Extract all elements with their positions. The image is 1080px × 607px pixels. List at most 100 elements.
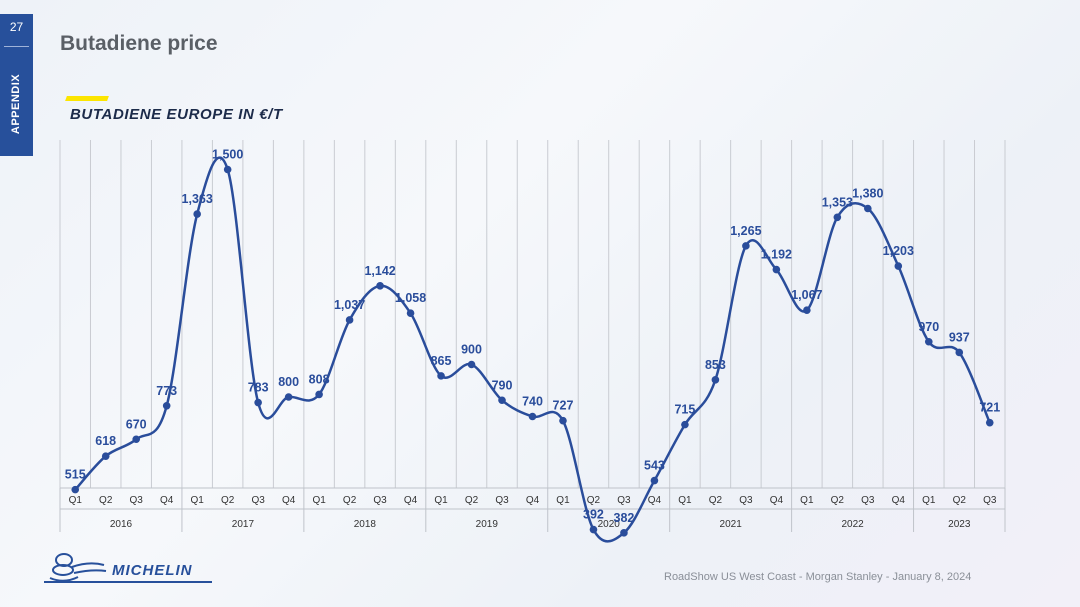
data-label: 392 (583, 508, 604, 522)
data-point (437, 372, 445, 380)
data-point (223, 165, 232, 174)
data-label: 937 (949, 330, 970, 344)
data-point (559, 416, 567, 425)
data-label: 670 (126, 417, 147, 431)
data-label: 715 (674, 403, 695, 417)
data-point (254, 398, 262, 407)
data-point (894, 262, 903, 270)
data-label: 790 (492, 378, 513, 392)
x-tick-label: Q2 (587, 495, 601, 506)
data-label: 783 (248, 381, 269, 395)
x-tick-label: Q2 (709, 495, 723, 506)
data-label: 740 (522, 395, 543, 409)
data-label: 1,265 (730, 224, 761, 238)
data-label: 853 (705, 358, 726, 372)
data-label: 1,192 (761, 248, 792, 262)
x-tick-label: Q3 (739, 495, 753, 506)
data-label: 1,363 (182, 192, 213, 206)
x-tick-label: Q1 (800, 495, 814, 506)
data-point (101, 452, 110, 460)
data-point (284, 393, 293, 401)
data-point (467, 360, 476, 369)
data-point (864, 204, 872, 213)
data-label: 1,058 (395, 291, 426, 305)
data-label: 515 (65, 468, 86, 482)
data-label: 1,142 (364, 264, 395, 278)
data-label: 1,500 (212, 148, 243, 162)
x-tick-label: Q2 (953, 495, 967, 506)
year-label: 2020 (598, 519, 621, 530)
x-tick-label: Q4 (526, 495, 540, 506)
x-tick-label: Q3 (251, 495, 265, 506)
x-tick-label: Q4 (648, 495, 662, 506)
x-tick-label: Q1 (312, 495, 326, 506)
x-tick-label: Q3 (617, 495, 631, 506)
x-tick-label: Q2 (221, 495, 235, 506)
data-point (650, 476, 659, 485)
year-label: 2016 (110, 519, 133, 530)
x-tick-label: Q1 (69, 495, 83, 506)
data-point (985, 418, 994, 427)
data-label: 1,203 (883, 244, 914, 258)
year-label: 2018 (354, 519, 377, 530)
data-label: 970 (918, 320, 939, 334)
data-point (620, 529, 628, 537)
data-label: 1,353 (822, 195, 853, 209)
data-point (71, 485, 80, 494)
data-point (589, 525, 598, 534)
data-label: 382 (614, 511, 635, 525)
x-tick-label: Q2 (831, 495, 845, 506)
brand-wordmark: MICHELIN (112, 562, 193, 579)
data-label: 618 (95, 434, 116, 448)
x-tick-label: Q3 (495, 495, 509, 506)
data-label: 773 (156, 384, 177, 398)
x-tick-label: Q4 (770, 495, 784, 506)
x-tick-label: Q4 (404, 495, 418, 506)
data-label: 721 (979, 401, 1000, 415)
data-point (406, 309, 415, 317)
data-point (162, 401, 171, 410)
data-point (132, 435, 141, 444)
x-tick-label: Q2 (465, 495, 479, 506)
data-point (681, 420, 689, 429)
x-tick-label: Q3 (130, 495, 144, 506)
series-line (74, 156, 991, 543)
x-tick-label: Q4 (282, 495, 296, 506)
data-point (772, 265, 781, 274)
data-point (833, 213, 842, 222)
x-tick-label: Q3 (373, 495, 387, 506)
data-point (345, 316, 354, 324)
data-point (193, 210, 201, 218)
data-label: 808 (309, 372, 330, 386)
data-label: 865 (431, 354, 452, 368)
tab-divider (4, 46, 29, 47)
year-label: 2021 (720, 519, 743, 530)
x-tick-label: Q3 (861, 495, 875, 506)
x-tick-label: Q1 (556, 495, 570, 506)
x-tick-label: Q2 (99, 495, 113, 506)
data-point (924, 337, 933, 346)
data-label: 1,067 (791, 288, 822, 302)
data-point (498, 396, 506, 405)
data-label: 1,037 (334, 298, 365, 312)
x-tick-label: Q3 (983, 495, 997, 506)
data-point (742, 242, 750, 250)
x-tick-label: Q1 (434, 495, 448, 506)
data-point (528, 412, 537, 421)
data-point (376, 282, 384, 290)
year-label: 2019 (476, 519, 499, 530)
data-label: 1,380 (852, 187, 883, 201)
x-tick-label: Q2 (343, 495, 357, 506)
data-label: 800 (278, 375, 299, 389)
section-tab: 27 APPENDIX (0, 14, 33, 156)
page-title: Butadiene price (60, 32, 218, 55)
slide-number: 27 (9, 20, 24, 34)
data-label: 900 (461, 343, 482, 357)
data-label: 727 (553, 399, 574, 413)
x-tick-label: Q1 (922, 495, 936, 506)
x-tick-label: Q1 (678, 495, 692, 506)
footer-text: RoadShow US West Coast - Morgan Stanley … (664, 571, 972, 583)
year-label: 2017 (232, 519, 255, 530)
data-point (955, 348, 964, 357)
